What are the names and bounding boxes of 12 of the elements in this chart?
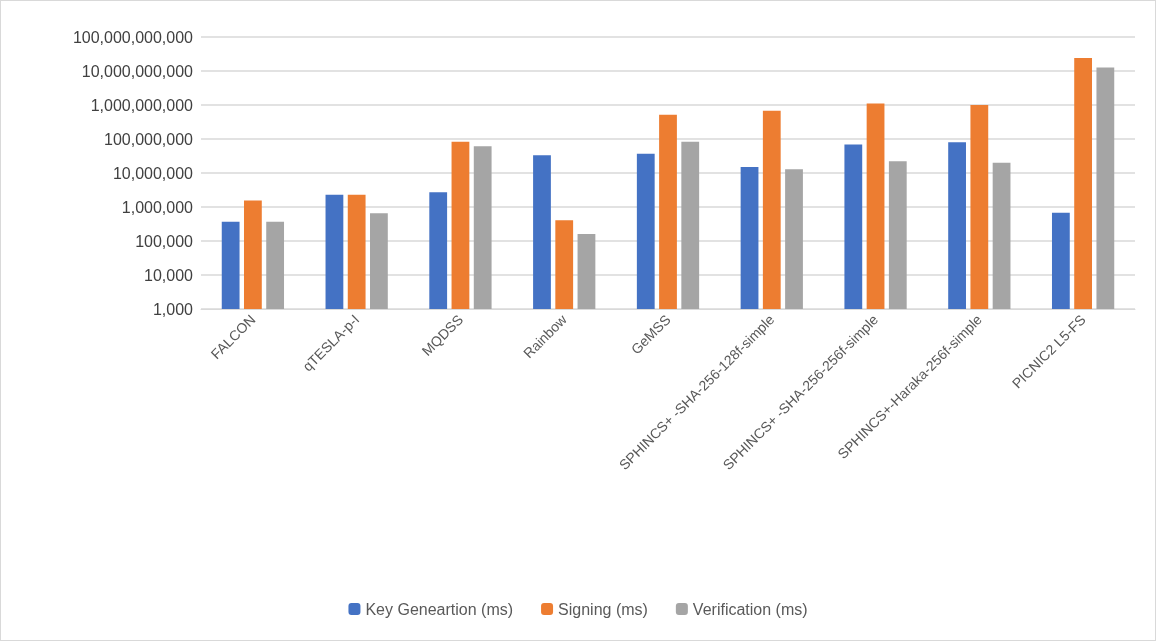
y-tick-label: 1,000,000	[121, 198, 194, 216]
y-tick-label: 100,000,000,000	[72, 28, 194, 46]
legend-label: Key Geneartion (ms)	[365, 600, 514, 618]
y-tick-label: 10,000	[144, 266, 194, 284]
legend-label: Signing (ms)	[558, 600, 648, 618]
y-tick-label: 100,000,000	[104, 130, 194, 148]
y-tick-label: 10,000,000	[112, 164, 194, 182]
y-tick-label: 1,000	[152, 300, 194, 318]
y-tick-label: 100,000	[135, 232, 194, 250]
y-tick-label: 10,000,000,000	[81, 62, 194, 80]
legend-label: Verification (ms)	[692, 600, 808, 618]
y-tick-label: 1,000,000,000	[90, 96, 194, 114]
